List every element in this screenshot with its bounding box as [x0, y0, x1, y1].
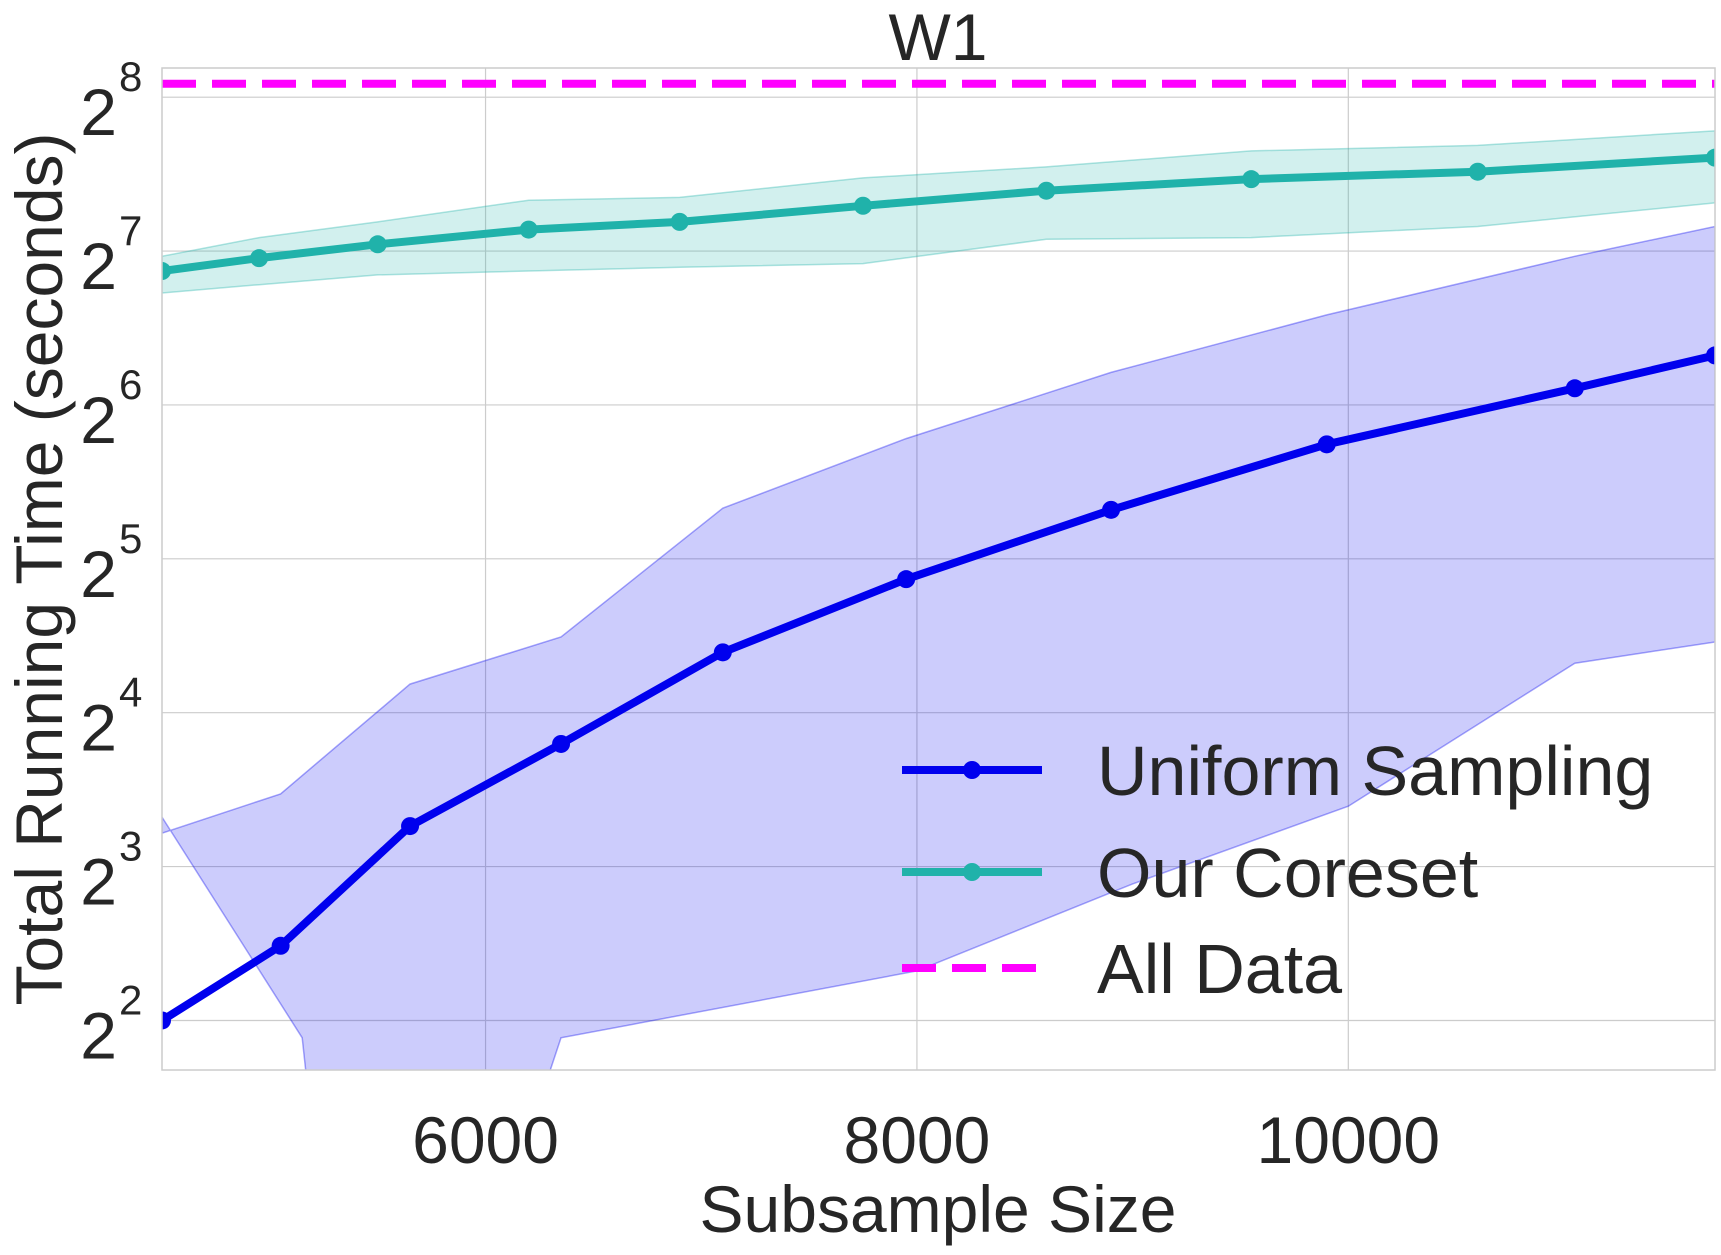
- series-line: [162, 351, 1715, 1024]
- legend-marker: [963, 863, 981, 881]
- y-tick-label-exponent: 6: [119, 361, 142, 408]
- data-point: [368, 235, 387, 254]
- legend-label: Our Coreset: [1097, 834, 1478, 912]
- data-point: [1037, 181, 1056, 200]
- chart-title: W1: [889, 0, 988, 74]
- y-tick-label-base: 2: [80, 229, 117, 303]
- y-tick-label-exponent: 5: [119, 515, 142, 562]
- grid-lines: [162, 68, 1715, 1070]
- x-axis-title: Subsample Size: [700, 1172, 1177, 1246]
- x-tick-labels: 6000 8000 10000: [412, 1103, 1440, 1177]
- data-point: [854, 196, 873, 215]
- series-line: [162, 153, 1715, 275]
- data-point: [162, 1011, 171, 1030]
- y-tick-label-base: 2: [80, 845, 117, 919]
- data-point: [552, 734, 571, 753]
- y-tick-label-base: 2: [80, 537, 117, 611]
- data-point: [897, 570, 916, 589]
- x-tick-label: 8000: [844, 1103, 991, 1177]
- legend-label: Uniform Sampling: [1097, 732, 1653, 810]
- y-tick-label-exponent: 3: [119, 823, 142, 870]
- data-point: [250, 249, 269, 268]
- series-lines: [162, 79, 1715, 1030]
- data-point: [519, 220, 538, 239]
- y-axis-title: Total Running Time (seconds): [2, 132, 76, 1005]
- data-point: [1242, 170, 1261, 189]
- y-tick-label-exponent: 2: [119, 976, 142, 1023]
- data-point: [162, 262, 171, 281]
- x-tick-label: 6000: [412, 1103, 559, 1177]
- data-point: [1706, 148, 1715, 167]
- data-point: [670, 212, 689, 231]
- data-point: [401, 817, 420, 836]
- y-tick-label-exponent: 7: [119, 207, 142, 254]
- plot-frame: [161, 67, 1716, 1071]
- confidence-band: [162, 130, 1715, 294]
- y-tick-label-exponent: 4: [119, 669, 142, 716]
- y-tick-labels: 2 22 32 42 52 62 72 8: [80, 53, 142, 1072]
- y-tick-label-base: 2: [80, 998, 117, 1072]
- y-tick-label-base: 2: [80, 383, 117, 457]
- data-point: [1706, 346, 1715, 365]
- data-point: [1565, 379, 1584, 398]
- y-tick-label-base: 2: [80, 691, 117, 765]
- y-tick-label-base: 2: [80, 75, 117, 149]
- data-point: [1468, 162, 1487, 181]
- data-point: [271, 936, 290, 955]
- data-point: [1102, 500, 1121, 519]
- legend-label: All Data: [1097, 930, 1342, 1008]
- x-tick-label: 10000: [1257, 1103, 1441, 1177]
- y-tick-label-exponent: 8: [119, 53, 142, 100]
- legend: Uniform Sampling Our Coreset All Data: [902, 732, 1653, 1008]
- legend-marker: [963, 761, 981, 779]
- data-point: [713, 643, 732, 662]
- data-point: [1317, 435, 1336, 454]
